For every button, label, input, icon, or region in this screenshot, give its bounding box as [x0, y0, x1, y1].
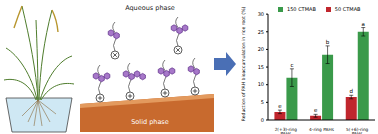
svg-text:2(+3)-ringPAHs: 2(+3)-ringPAHs — [275, 127, 298, 134]
html-text:Reduction of PAH bioaccumulati: Reduction of PAH bioaccumulation in rice… — [240, 6, 246, 122]
svg-text:30: 30 — [258, 11, 264, 17]
svg-text:0: 0 — [261, 117, 264, 123]
svg-text:15: 15 — [258, 64, 264, 70]
svg-text:Solid phase: Solid phase — [131, 118, 169, 126]
svg-text:4-ring PAHs: 4-ring PAHs — [309, 127, 335, 132]
svg-text:5(+6)-ringPAHs: 5(+6)-ringPAHs — [346, 127, 369, 134]
svg-text:c: c — [290, 62, 293, 68]
svg-text:e: e — [314, 107, 318, 113]
svg-text:20: 20 — [258, 46, 264, 52]
svg-text:a: a — [362, 21, 365, 27]
svg-text:b: b — [326, 39, 330, 45]
svg-text:5: 5 — [261, 99, 264, 105]
svg-text:25: 25 — [258, 29, 264, 35]
html-text:150 CTMAB: 150 CTMAB — [287, 6, 316, 12]
svg-text:e: e — [278, 103, 282, 109]
html-text:50 CTMAB: 50 CTMAB — [334, 6, 361, 12]
svg-text:Aqueous phase: Aqueous phase — [125, 4, 175, 12]
svg-text:d: d — [350, 88, 354, 94]
svg-text:10: 10 — [258, 81, 264, 87]
